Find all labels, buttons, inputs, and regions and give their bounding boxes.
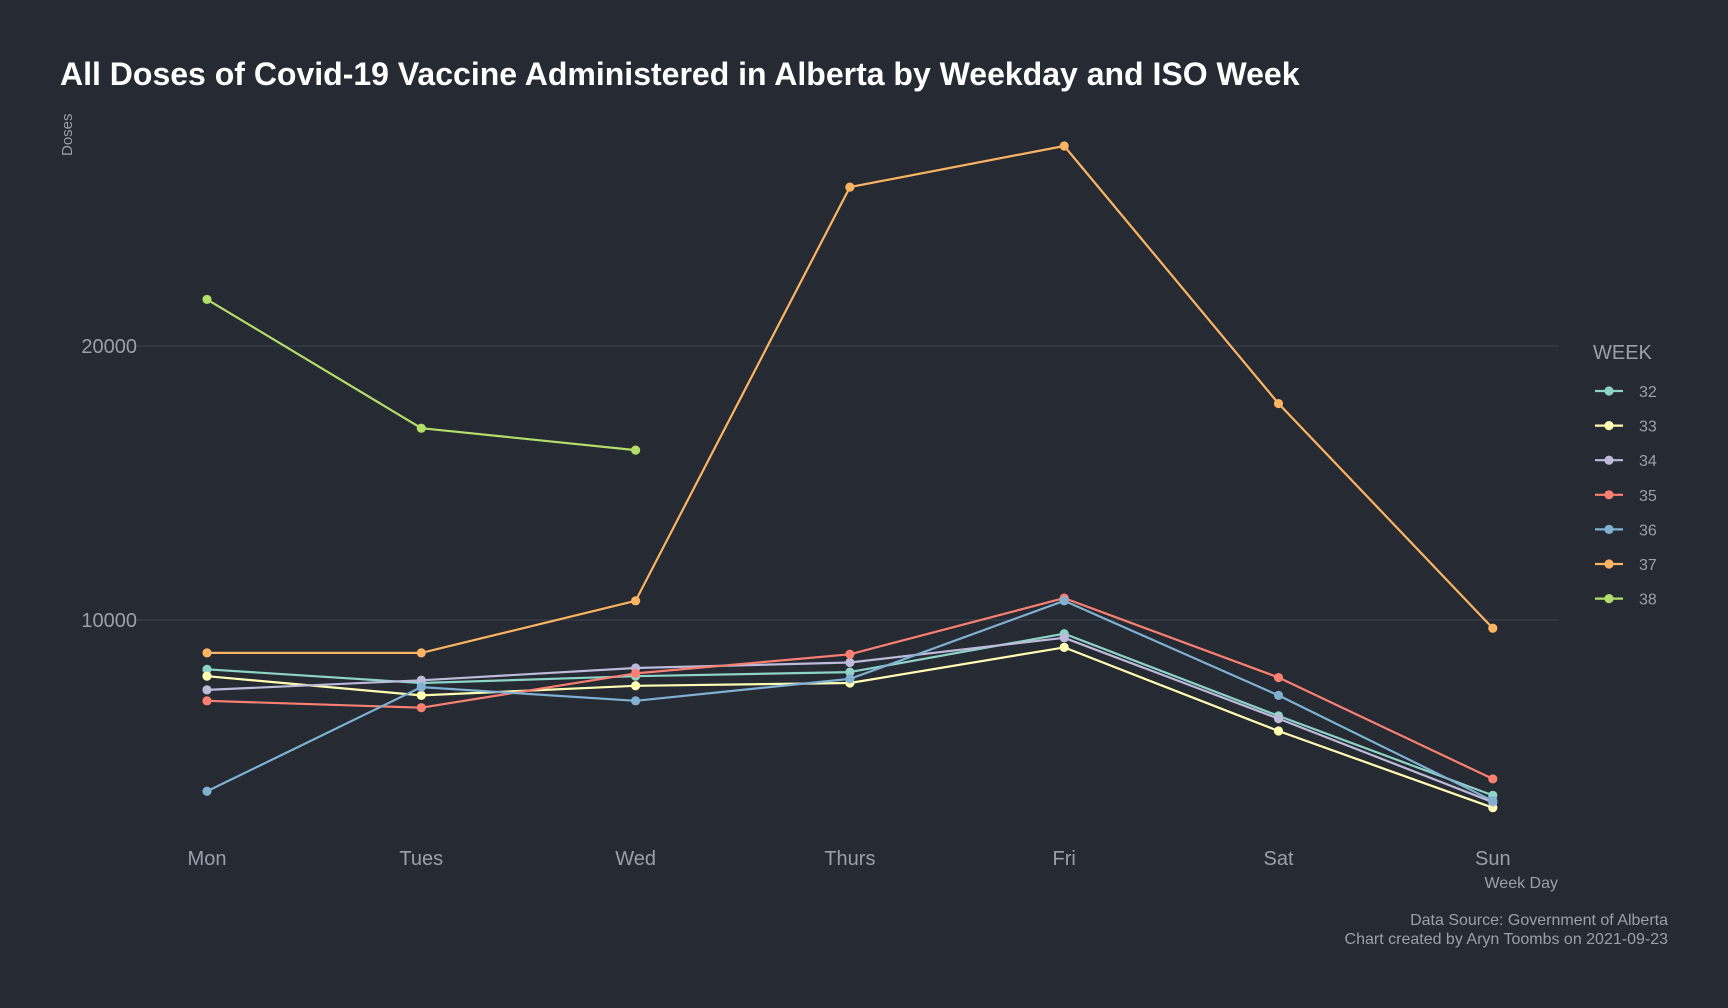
legend-item-week-35: 35 — [1595, 488, 1657, 505]
point-week-38-wed — [631, 445, 641, 455]
legend-label-week-33: 33 — [1639, 419, 1657, 436]
point-week-37-wed — [631, 596, 641, 606]
legend-item-week-38: 38 — [1595, 592, 1657, 609]
point-week-34-mon — [202, 685, 212, 695]
legend-label-week-38: 38 — [1639, 592, 1657, 609]
legend: WEEK 32 33 34 35 36 37 38 — [1593, 342, 1657, 609]
point-week-36-tues — [416, 682, 426, 692]
point-week-36-sun — [1488, 796, 1498, 806]
x-tick-label-sun: Sun — [1475, 848, 1511, 870]
legend-label-week-35: 35 — [1639, 488, 1657, 505]
point-week-32-mon — [202, 664, 212, 674]
series-layer — [202, 141, 1498, 813]
x-tick-label-wed: Wed — [615, 848, 656, 870]
series-week-36 — [202, 596, 1498, 806]
legend-title: WEEK — [1593, 342, 1653, 364]
legend-label-week-36: 36 — [1639, 522, 1657, 539]
point-week-35-sat — [1273, 672, 1284, 683]
point-week-37-fri — [1059, 141, 1069, 151]
series-line-week-35 — [206, 596, 1494, 780]
point-week-34-tues — [416, 675, 426, 685]
point-week-38-tues — [416, 423, 426, 433]
point-week-37-sat — [1273, 398, 1284, 409]
series-week-37 — [202, 141, 1498, 658]
y-axis-label: Doses — [59, 113, 76, 156]
point-week-32-thurs — [845, 667, 855, 677]
y-tick-label-20000: 20000 — [81, 336, 137, 358]
point-week-33-sat — [1273, 726, 1284, 736]
legend-key-point — [1604, 455, 1614, 465]
legend-item-week-36: 36 — [1595, 522, 1657, 539]
legend-item-week-37: 37 — [1595, 557, 1657, 574]
point-week-36-fri — [1059, 596, 1069, 606]
gridlines — [137, 345, 1558, 621]
data-source-caption: Data Source: Government of Alberta — [1410, 912, 1668, 929]
series-line-week-37 — [207, 144, 1494, 655]
chart-title: All Doses of Covid-19 Vaccine Administer… — [60, 56, 1300, 92]
series-week-38 — [202, 294, 641, 455]
point-week-33-mon — [202, 671, 212, 681]
point-week-33-fri — [1059, 642, 1069, 653]
legend-item-week-33: 33 — [1595, 419, 1657, 436]
point-week-36-sat — [1273, 690, 1284, 700]
point-week-35-wed — [631, 668, 641, 679]
y-tick-label-10000: 10000 — [81, 610, 137, 632]
legend-key-point — [1604, 524, 1614, 535]
x-axis-label: Week Day — [1484, 875, 1558, 892]
x-tick-label-thurs: Thurs — [824, 848, 875, 870]
legend-key-point — [1604, 421, 1614, 431]
point-week-35-tues — [416, 703, 426, 713]
x-axis-ticks: Mon Tues Wed Thurs Fri Sat Sun — [188, 848, 1511, 870]
legend-label-week-32: 32 — [1639, 384, 1657, 401]
point-week-35-mon — [202, 696, 212, 706]
point-week-38-mon — [202, 294, 212, 305]
point-week-35-thurs — [845, 649, 855, 659]
point-week-36-thurs — [845, 674, 855, 684]
legend-key-point — [1604, 559, 1614, 569]
legend-key-point — [1604, 386, 1614, 396]
x-tick-label-sat: Sat — [1263, 848, 1293, 870]
point-week-33-wed — [631, 681, 641, 691]
point-week-34-fri — [1059, 633, 1069, 643]
legend-label-week-37: 37 — [1639, 557, 1657, 574]
point-week-34-thurs — [845, 657, 855, 668]
point-week-37-thurs — [845, 182, 855, 192]
legend-key-point — [1604, 594, 1614, 604]
point-week-36-mon — [202, 786, 212, 796]
series-line-week-36 — [206, 599, 1494, 802]
x-tick-label-mon: Mon — [188, 848, 227, 870]
series-week-35 — [202, 593, 1498, 784]
point-week-37-sun — [1488, 623, 1498, 633]
series-week-34 — [202, 633, 1498, 807]
credit-caption: Chart created by Aryn Toombs on 2021-09-… — [1345, 931, 1669, 948]
legend-item-week-32: 32 — [1595, 384, 1657, 401]
legend-label-week-34: 34 — [1639, 453, 1657, 470]
point-week-33-tues — [416, 690, 426, 700]
legend-item-week-34: 34 — [1595, 453, 1657, 470]
point-week-37-mon — [202, 648, 212, 658]
x-tick-label-tues: Tues — [399, 848, 443, 870]
x-tick-label-fri: Fri — [1053, 848, 1076, 870]
point-week-35-sun — [1488, 774, 1498, 784]
point-week-37-tues — [416, 648, 426, 658]
point-week-36-wed — [631, 696, 641, 706]
legend-key-point — [1604, 490, 1614, 500]
y-axis-ticks: 10000 20000 — [81, 336, 137, 632]
point-week-34-sat — [1273, 714, 1284, 724]
